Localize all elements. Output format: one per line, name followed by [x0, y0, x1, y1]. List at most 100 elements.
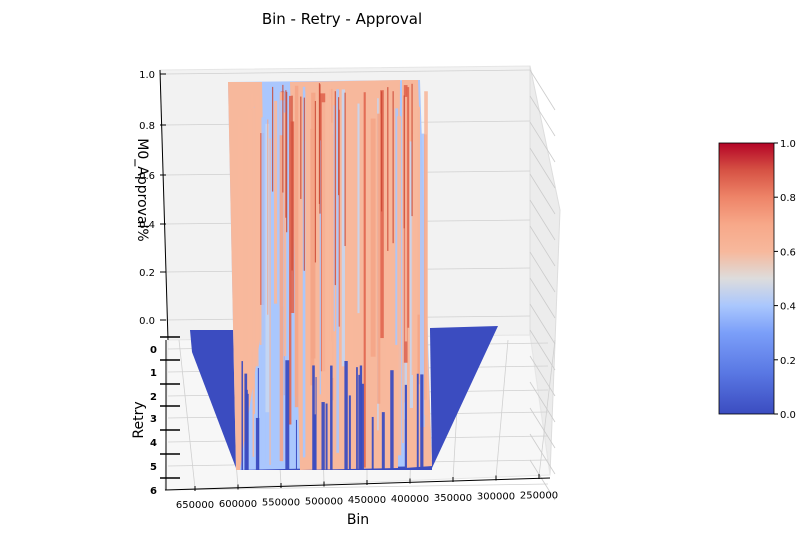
surface-base-right	[430, 326, 498, 468]
surface-stripe	[328, 82, 332, 406]
surface-low	[420, 374, 424, 470]
side-gridline	[529, 173, 556, 215]
surface-stripe	[279, 135, 284, 462]
side-gridline	[529, 95, 556, 137]
surface-stripe	[289, 95, 292, 425]
surface-low	[241, 361, 244, 470]
x-tick-label: 650000	[176, 500, 214, 511]
surface-stripe	[357, 103, 360, 314]
surface-low	[321, 402, 325, 470]
colorbar-tick-label: 1.0	[780, 139, 796, 150]
z-axis-line	[159, 69, 169, 341]
surface-stripe	[265, 123, 270, 413]
surface-low	[416, 373, 419, 470]
surface-stripe	[405, 87, 410, 328]
surface-stripe	[370, 118, 376, 357]
surface-peak	[338, 97, 340, 196]
surface-peak	[344, 92, 346, 247]
surface-low	[255, 417, 260, 470]
side-gridline	[529, 121, 556, 163]
colorbar-tick-label: 0.0	[780, 410, 796, 421]
side-gridline	[529, 277, 556, 319]
y-axis-label: Retry	[131, 401, 147, 438]
side-gridline	[529, 147, 556, 189]
x-tick-label: 450000	[348, 495, 386, 506]
surface-stripe	[267, 119, 269, 315]
surface-stripe	[377, 113, 381, 404]
surface-peak	[303, 97, 305, 271]
side-gridline	[529, 381, 556, 423]
side-gridline	[529, 251, 556, 293]
x-gridline	[495, 339, 509, 478]
x-tick-label: 600000	[219, 499, 257, 510]
z-tick-label: 0.6	[139, 171, 155, 182]
side-gridline	[529, 303, 556, 345]
surface-stripe	[404, 96, 408, 342]
colorbar-tick-label: 0.2	[780, 356, 796, 367]
y-tick-label: 2	[150, 392, 157, 403]
surface-peak	[319, 84, 321, 214]
surface-stripe	[338, 109, 340, 327]
surface-peak	[387, 87, 389, 251]
surface-stripe	[350, 104, 353, 392]
surface-low	[285, 360, 290, 470]
z-gridline	[164, 69, 531, 75]
surface-stripe	[395, 108, 399, 345]
surface-peak	[282, 84, 284, 193]
surface-plot	[190, 80, 498, 470]
surface-stripe	[311, 92, 316, 359]
x-axis-line	[164, 477, 551, 491]
axes: 0.0 0.2 0.4 0.6 0.8 1.0 650000 600000 550000 5000…	[131, 69, 558, 528]
surface-stripe	[409, 141, 413, 408]
x-tick-label: 500000	[305, 496, 343, 507]
y-tick-label: 5	[150, 462, 157, 473]
surface-low	[371, 416, 374, 470]
surface-low	[344, 361, 348, 470]
surface-stripe	[424, 91, 428, 416]
z-tick-label: 0.0	[139, 316, 155, 327]
x-gridline	[178, 339, 196, 489]
side-gridline	[529, 459, 556, 501]
surface-stripe	[261, 117, 266, 465]
surface-stripe	[330, 122, 336, 378]
surface-stripe	[319, 140, 321, 395]
surface-stripe	[363, 92, 366, 468]
colorbar-tick-label: 0.4	[780, 302, 796, 313]
surface-peak	[285, 90, 287, 218]
chart-title: Bin - Retry - Approval	[262, 10, 422, 28]
surface-peak	[403, 95, 405, 229]
surface-stripe	[294, 85, 299, 408]
colorbar-tick-label: 0.6	[780, 247, 796, 258]
z-tick-label: 0.8	[139, 121, 155, 132]
y-tick-label: 3	[150, 414, 157, 425]
surface-peak	[334, 91, 336, 286]
surface-low	[295, 419, 297, 470]
surface-low	[381, 412, 385, 470]
surface-stripe	[251, 93, 254, 352]
surface-peak	[272, 86, 274, 192]
surface-base-left	[190, 330, 238, 468]
y-tick-label: 0	[150, 345, 157, 356]
surface-peak	[411, 83, 413, 217]
surface-peak	[300, 96, 302, 199]
x-tick-label: 250000	[520, 490, 558, 501]
surface-low	[312, 365, 315, 470]
surface-low	[356, 367, 358, 470]
surface-stripe	[247, 109, 252, 395]
z-axis-label: M0_Approval%	[134, 138, 150, 241]
side-gridline	[529, 407, 556, 449]
surface-low	[257, 368, 259, 470]
side-gridline	[529, 433, 556, 475]
y-gridline	[167, 483, 549, 491]
y-tick-label: 4	[150, 438, 157, 449]
colorbar-gradient	[718, 142, 775, 415]
surface-stripe	[255, 95, 259, 367]
x-tick-label: 400000	[391, 494, 429, 505]
surface-stripe	[347, 111, 352, 316]
colorbar-ticks: 0.0 0.2 0.4 0.6 0.8 1.0	[774, 139, 796, 421]
surface-stripe	[283, 112, 287, 357]
surface-stripe	[341, 89, 345, 367]
y-tick-label: 6	[150, 486, 157, 497]
z-tick-label: 0.2	[139, 268, 155, 279]
